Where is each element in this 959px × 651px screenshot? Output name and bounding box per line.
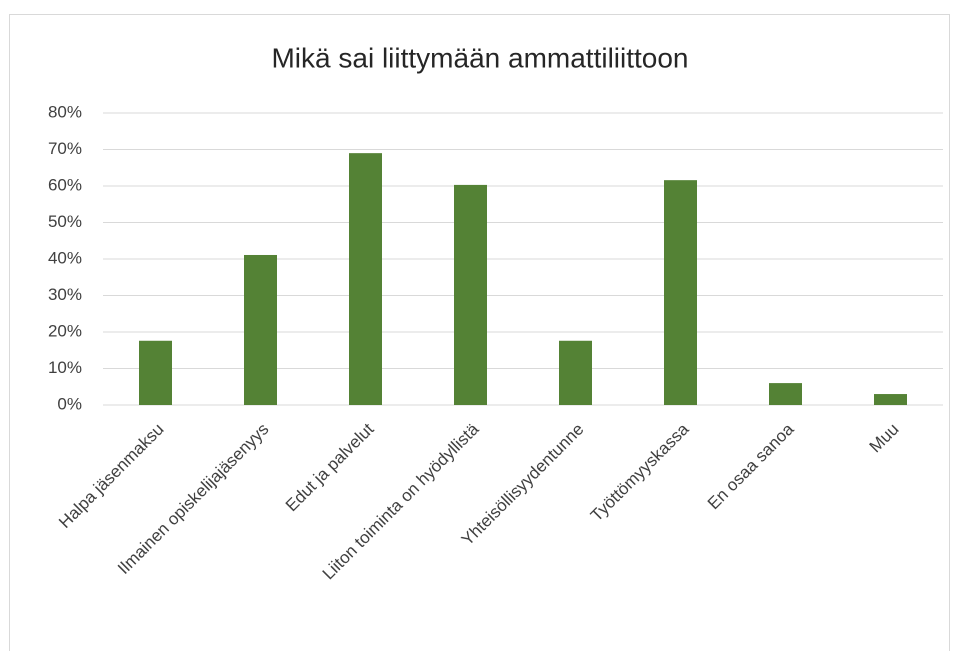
y-tick-label: 70% [48, 139, 82, 158]
y-tick-label: 80% [48, 102, 82, 121]
bar [349, 153, 382, 405]
y-tick-label: 0% [57, 394, 82, 413]
bar [454, 184, 487, 405]
y-tick-label: 10% [48, 358, 82, 377]
bar [559, 340, 592, 405]
y-tick-label: 40% [48, 248, 82, 267]
y-tick-label: 20% [48, 321, 82, 340]
bar [664, 180, 697, 405]
bar [874, 394, 907, 405]
y-tick-label: 60% [48, 175, 82, 194]
bar [769, 383, 802, 405]
y-tick-label: 30% [48, 285, 82, 304]
bar [139, 340, 172, 405]
chart-title: Mikä sai liittymään ammattiliittoon [271, 42, 688, 73]
y-tick-label: 50% [48, 212, 82, 231]
bar [244, 254, 277, 405]
